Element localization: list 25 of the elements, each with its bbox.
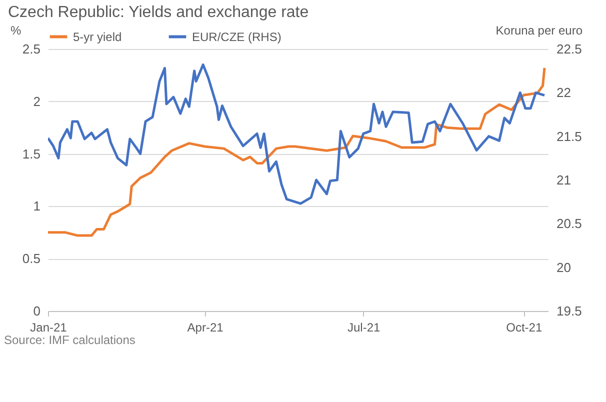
y-tick-label: 1.5 [22, 146, 40, 162]
y-tick-label: 0 [33, 304, 40, 318]
line-series [48, 66, 546, 237]
y2-tick-label: 20.5 [556, 216, 582, 232]
y2-tick-label: 19.5 [556, 304, 582, 318]
y-tick-label: 1 [33, 198, 40, 214]
y2-tick-label: 20 [556, 260, 571, 275]
x-tick-label: Jan-21 [30, 320, 68, 334]
x-tick-label: Jul-21 [347, 320, 380, 334]
y-tick-label: 2.5 [22, 42, 40, 56]
y2-tick-label: 22.5 [556, 42, 582, 56]
legend-label: 5-yr yield [73, 30, 122, 44]
line-series [48, 63, 546, 205]
y2-tick-label: 22 [556, 85, 571, 100]
source-note: Source: IMF calculations [4, 333, 136, 347]
x-tick-label: Oct-21 [506, 320, 542, 334]
x-tick-label: Apr-21 [187, 320, 224, 334]
y2-tick-label: 21.5 [556, 128, 582, 144]
y-axis-title: % [10, 24, 22, 38]
y-tick-label: 2 [33, 94, 40, 109]
chart-title: Czech Republic: Yields and exchange rate [8, 4, 309, 21]
y2-tick-label: 21 [556, 172, 571, 188]
y-tick-label: 0.5 [22, 251, 40, 266]
legend-label: EUR/CZE (RHS) [192, 30, 282, 44]
y2-axis-title: Koruna per euro [496, 24, 583, 38]
